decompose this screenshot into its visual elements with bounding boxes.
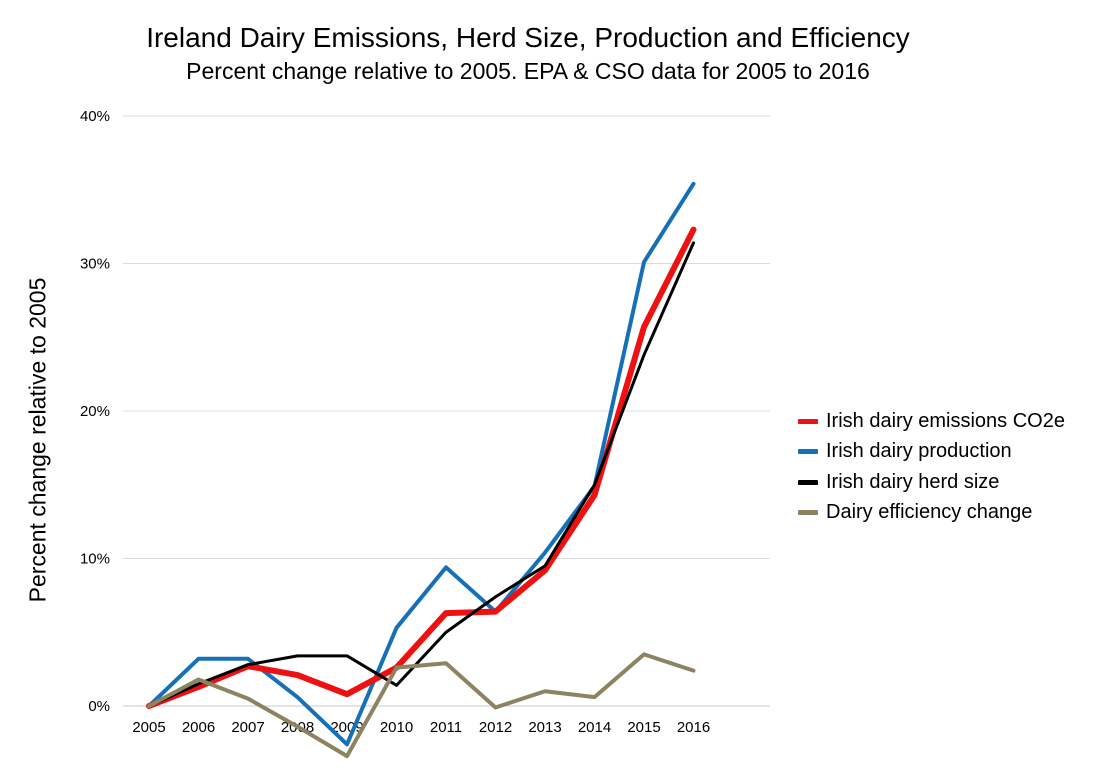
legend-label: Dairy efficiency change [826, 501, 1033, 524]
x-tick-label: 2014 [578, 719, 611, 736]
y-tick-label: 10% [80, 551, 110, 568]
chart-title: Ireland Dairy Emissions, Herd Size, Prod… [146, 22, 910, 53]
y-tick-label: 40% [80, 108, 110, 125]
x-tick-label: 2005 [132, 719, 165, 736]
series-line-irish-dairy-herd-size [147, 241, 695, 708]
y-tick-label: 30% [80, 256, 110, 273]
legend-item: Irish dairy emissions CO2e [798, 406, 1065, 437]
x-tick-label: 2012 [479, 719, 512, 736]
legend-item: Irish dairy production [798, 437, 1065, 468]
x-tick-label: 2007 [231, 719, 264, 736]
legend-label: Irish dairy emissions CO2e [826, 409, 1065, 432]
x-tick-label: 2010 [380, 719, 413, 736]
x-tick-label: 2013 [528, 719, 561, 736]
x-tick-label: 2011 [430, 719, 462, 736]
legend-item: Irish dairy herd size [798, 467, 1065, 498]
chart-legend: Irish dairy emissions CO2e Irish dairy pr… [798, 406, 1065, 528]
legend-swatch [798, 418, 818, 424]
legend-label: Irish dairy herd size [826, 470, 1000, 493]
legend-swatch [798, 479, 818, 485]
y-tick-label: 0% [88, 698, 110, 715]
legend-swatch [798, 510, 818, 516]
chart-subtitle: Percent change relative to 2005. EPA & C… [186, 58, 870, 84]
series-line-irish-dairy-production [147, 181, 696, 747]
legend-label: Irish dairy production [826, 440, 1012, 463]
y-tick-label: 20% [80, 403, 110, 420]
x-tick-label: 2006 [182, 719, 215, 736]
series-line-dairy-efficiency-change [147, 652, 696, 759]
x-tick-label: 2016 [677, 719, 710, 736]
series-line-irish-dairy-emissions-co2e [146, 226, 697, 709]
legend-item: Dairy efficiency change [798, 498, 1065, 529]
legend-swatch [798, 449, 818, 455]
x-tick-label: 2015 [627, 719, 660, 736]
